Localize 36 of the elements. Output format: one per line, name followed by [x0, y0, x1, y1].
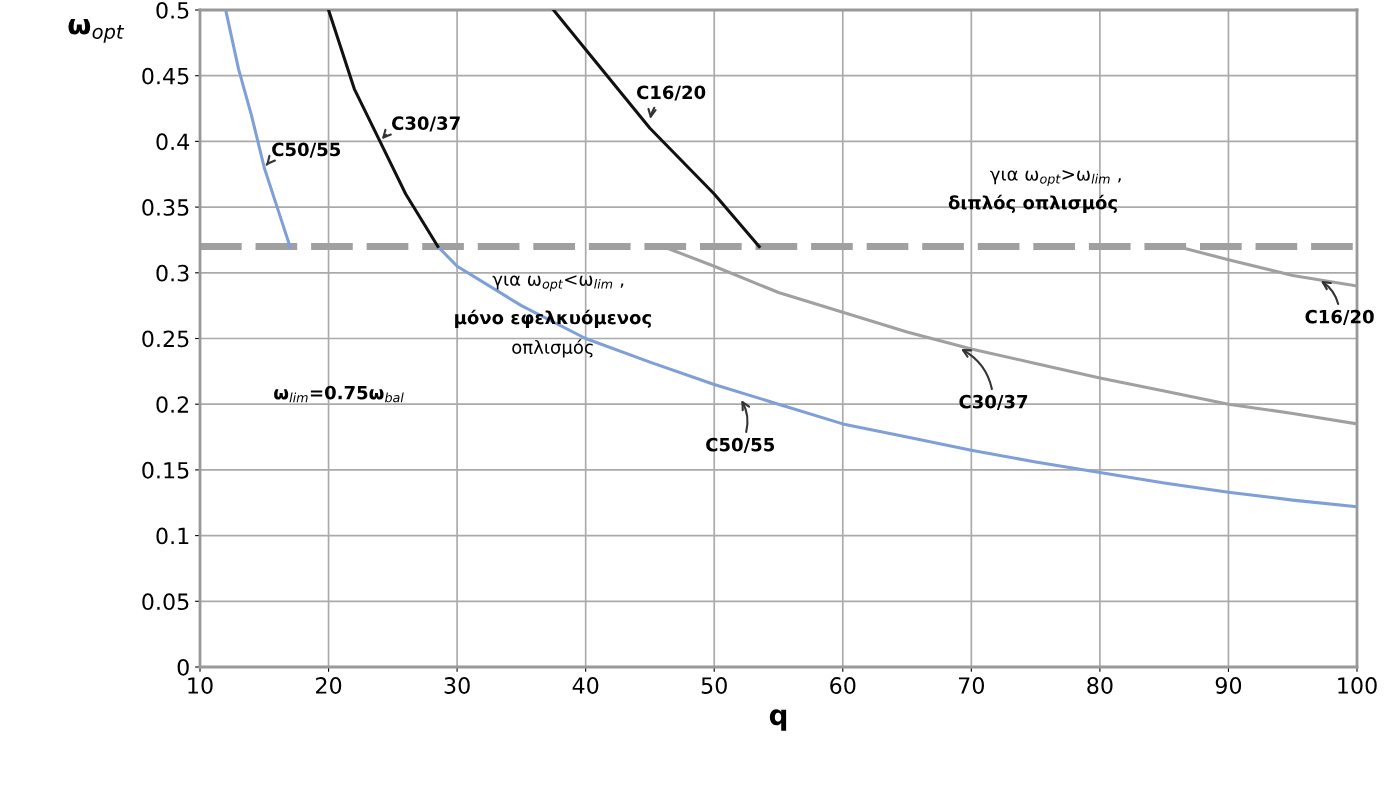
- x-tick-label: 50: [701, 677, 727, 694]
- y-axis-title: ω$_{opt}$: [68, 18, 125, 43]
- annotation: για ω$_{opt}$<ω$_{lim}$ ,: [492, 275, 624, 292]
- y-tick-label: 0.25: [142, 330, 189, 348]
- annotation: ω$_{lim}$=0.75ω$_{bal}$: [274, 385, 404, 403]
- y-tick-label: 0.15: [142, 461, 189, 479]
- y-tick-label: 0: [177, 658, 189, 676]
- x-axis-title: q: [769, 709, 787, 731]
- y-tick-label: 0.45: [142, 67, 189, 85]
- annotation: C50/55: [272, 142, 341, 158]
- x-tick-label: 90: [1215, 677, 1242, 694]
- y-tick-label: 0.2: [156, 396, 189, 413]
- x-tick-label: 80: [1087, 677, 1113, 694]
- annotation: διπλός οπλισμός: [948, 194, 1117, 213]
- line-series: [552, 10, 761, 249]
- y-tick-label: 0.3: [156, 264, 189, 282]
- x-tick-label: 10: [188, 677, 213, 694]
- x-tick-label: 60: [830, 677, 856, 694]
- annotation: C16/20: [636, 85, 706, 101]
- y-tick-label: 0.4: [156, 133, 190, 151]
- x-tick-label: 70: [959, 677, 984, 694]
- x-tick-label: 100: [1338, 677, 1377, 694]
- y-tick-label: 0.35: [142, 199, 189, 216]
- annotation: μόνο εφελκυόμενος: [455, 309, 651, 328]
- x-tick-label: 30: [444, 677, 470, 694]
- annotation: C50/55: [706, 437, 775, 453]
- y-tick-label: 0.05: [142, 593, 189, 611]
- annotation: C30/37: [391, 116, 460, 132]
- annotation: C30/37: [959, 394, 1028, 410]
- annotation: οπλισμός: [512, 339, 593, 358]
- x-tick-label: 40: [572, 677, 599, 694]
- y-tick-label: 0.5: [156, 1, 189, 19]
- annotation: C16/20: [1305, 309, 1374, 325]
- annotation: για ω$_{opt}$>ω$_{lim}$ ,: [990, 170, 1121, 187]
- y-tick-label: 0.1: [156, 527, 189, 545]
- x-tick-label: 20: [316, 677, 342, 694]
